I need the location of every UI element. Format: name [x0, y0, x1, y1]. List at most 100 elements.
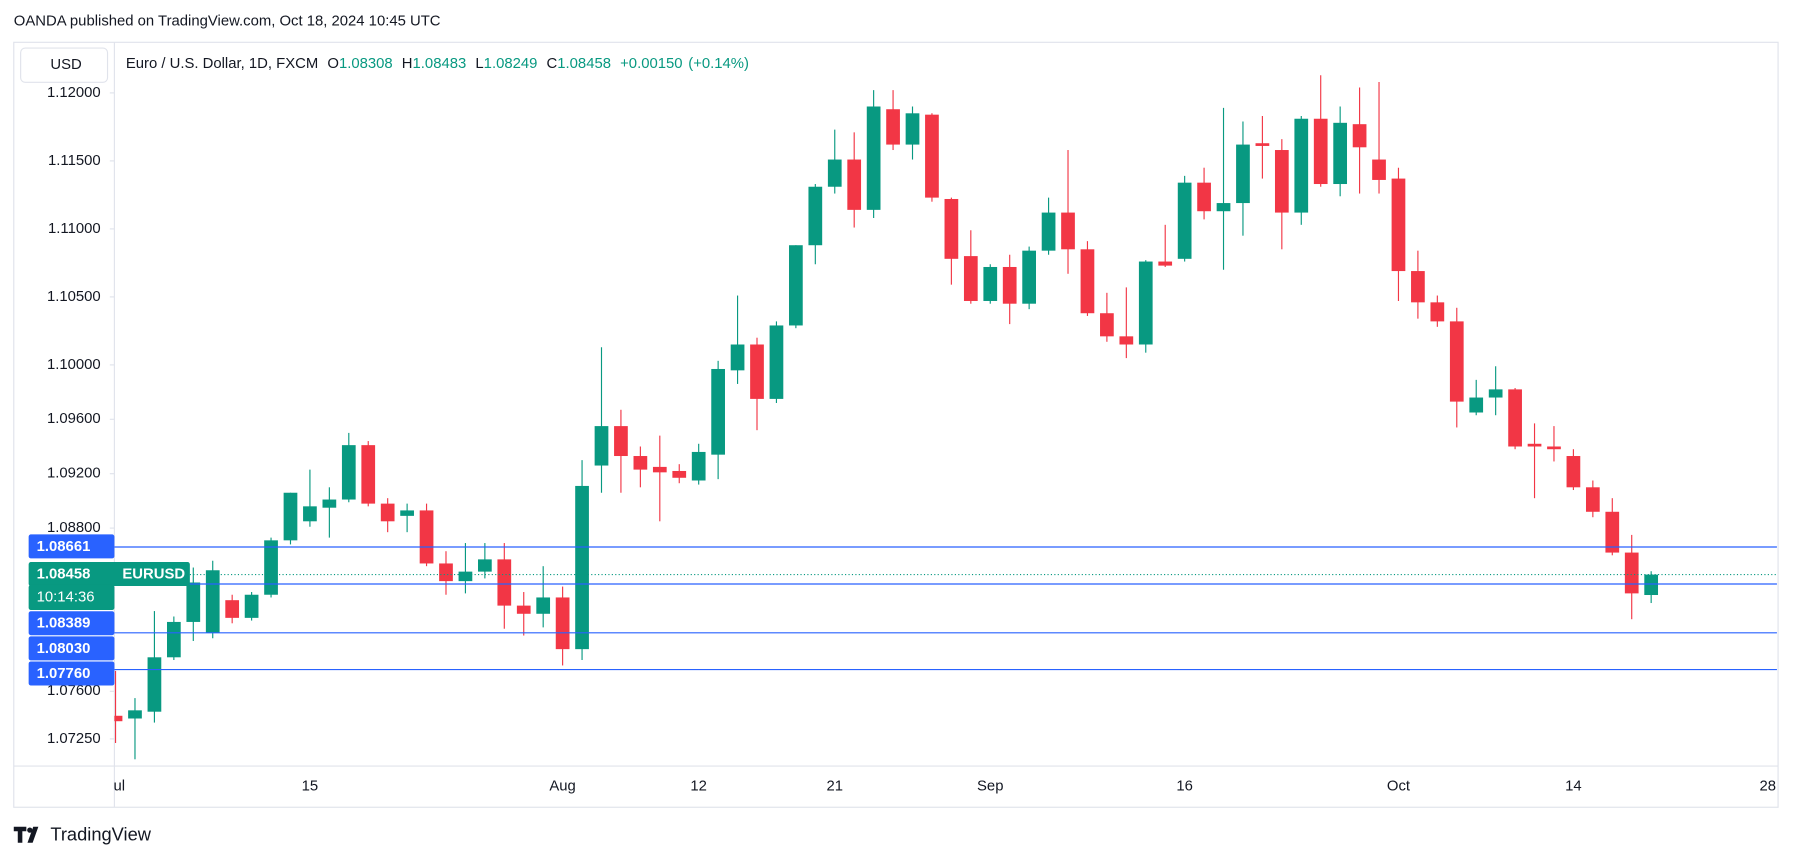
candle-body	[711, 368, 725, 455]
x-tick-label: Jul	[106, 779, 125, 795]
candle-body	[264, 540, 278, 595]
candle-body	[672, 470, 687, 478]
candle-body	[1274, 150, 1289, 213]
candle-body	[1605, 511, 1620, 553]
candle-body	[1430, 302, 1445, 322]
legend-prefix: L	[475, 56, 483, 72]
candle-body	[1294, 118, 1309, 213]
candle-body	[458, 571, 473, 582]
price-line-label: 1.08389	[37, 616, 91, 632]
candle-body	[341, 445, 356, 500]
x-tick-label: 16	[1176, 779, 1193, 795]
y-tick-label: 1.10000	[47, 357, 101, 373]
candle-body	[1411, 271, 1425, 303]
y-tick-label: 1.07600	[47, 683, 101, 699]
candle-body	[1061, 212, 1075, 250]
candle-body	[186, 582, 201, 622]
candle-body	[691, 451, 706, 481]
candle-body	[1255, 143, 1270, 146]
candle-body	[536, 597, 551, 614]
price-line-label: 1.08030	[37, 641, 91, 657]
candle-body	[1216, 203, 1231, 212]
candle-body	[1022, 250, 1036, 304]
candle-body	[614, 426, 628, 457]
y-tick-label: 1.12000	[47, 85, 101, 101]
candle-body	[400, 510, 414, 516]
candle-body	[769, 325, 784, 399]
legend-title: Euro / U.S. Dollar, 1D, FXCM	[126, 56, 318, 72]
y-tick-label: 1.10500	[47, 289, 101, 305]
candle-body	[303, 506, 317, 522]
candle-body	[1372, 159, 1386, 180]
candle-body	[983, 266, 998, 301]
price-line-label: 1.08661	[37, 539, 91, 555]
candle-body	[439, 563, 453, 582]
symbol-legend: Euro / U.S. Dollar, 1D, FXCM O1.08308 H1.0…	[126, 56, 749, 72]
candle-body	[827, 159, 842, 187]
candle-body	[847, 159, 862, 210]
legend-value: 1.08249	[484, 56, 538, 72]
legend-prefix: H	[402, 56, 413, 72]
x-tick-label: Aug	[549, 779, 575, 795]
legend-value: 1.08458	[557, 56, 611, 72]
candle-body	[1527, 443, 1542, 447]
candle-body	[244, 594, 259, 618]
candle-body	[1002, 266, 1017, 304]
candle-body	[1177, 182, 1192, 259]
candle-body	[1041, 212, 1056, 251]
candle-body	[1080, 249, 1095, 314]
y-tick-label: 1.08800	[47, 520, 101, 536]
candle-body	[1352, 124, 1367, 148]
candle-body	[1585, 487, 1600, 512]
legend-value: 1.08483	[413, 56, 467, 72]
candle-body	[1197, 182, 1211, 212]
candle-body	[361, 445, 376, 504]
candle-body	[1488, 389, 1503, 398]
legend-value: 1.08308	[339, 56, 393, 72]
x-tick-label: Oct	[1387, 779, 1411, 795]
candle-body	[789, 245, 803, 326]
brand-logo: TradingView	[13, 824, 152, 845]
x-tick-label: 28	[1760, 779, 1777, 795]
price-line-label: 1.07760	[37, 666, 91, 682]
axes: 1.07250 1.07600 1.08800 1.09200 1.09600 1.100…	[47, 85, 115, 747]
candle-body	[1449, 321, 1464, 402]
candle-body	[225, 600, 240, 618]
currency-label[interactable]: USD	[50, 57, 82, 73]
candle-body	[555, 597, 570, 650]
candle-body	[808, 186, 823, 246]
candle-body	[1100, 313, 1114, 337]
candle-body	[652, 466, 667, 473]
price-line-box	[28, 661, 115, 686]
candle-body	[497, 559, 512, 606]
currency-button[interactable]	[20, 47, 109, 83]
x-tick-label: 12	[690, 779, 707, 795]
price-line-box	[28, 611, 115, 636]
chart-frame	[13, 41, 1779, 808]
candle-body	[516, 605, 531, 614]
candle-body	[575, 485, 589, 650]
candle-body	[1566, 456, 1581, 488]
candle-body	[1644, 574, 1659, 596]
candle-body	[1469, 397, 1484, 413]
candle-body	[380, 503, 395, 522]
candle-body	[147, 657, 162, 712]
last-price-box	[28, 562, 190, 587]
x-tick-label: 21	[826, 779, 843, 795]
candle-body	[1138, 261, 1153, 345]
candle-body	[1508, 389, 1522, 447]
candle-body	[905, 113, 920, 145]
candle-body	[963, 256, 978, 301]
x-tick-label: 14	[1565, 779, 1582, 795]
price-line-box	[28, 534, 115, 559]
candle-body	[1236, 144, 1250, 204]
candle-body	[886, 109, 900, 145]
countdown-box	[28, 584, 115, 611]
brand-name: TradingView	[50, 824, 151, 845]
candle-body	[1624, 552, 1639, 594]
price-labels: 1.08661 1.08458 EURUSD 10:14:36 1.08389 1.080…	[28, 534, 190, 686]
candle-body	[866, 106, 881, 210]
candle-body	[730, 344, 745, 371]
